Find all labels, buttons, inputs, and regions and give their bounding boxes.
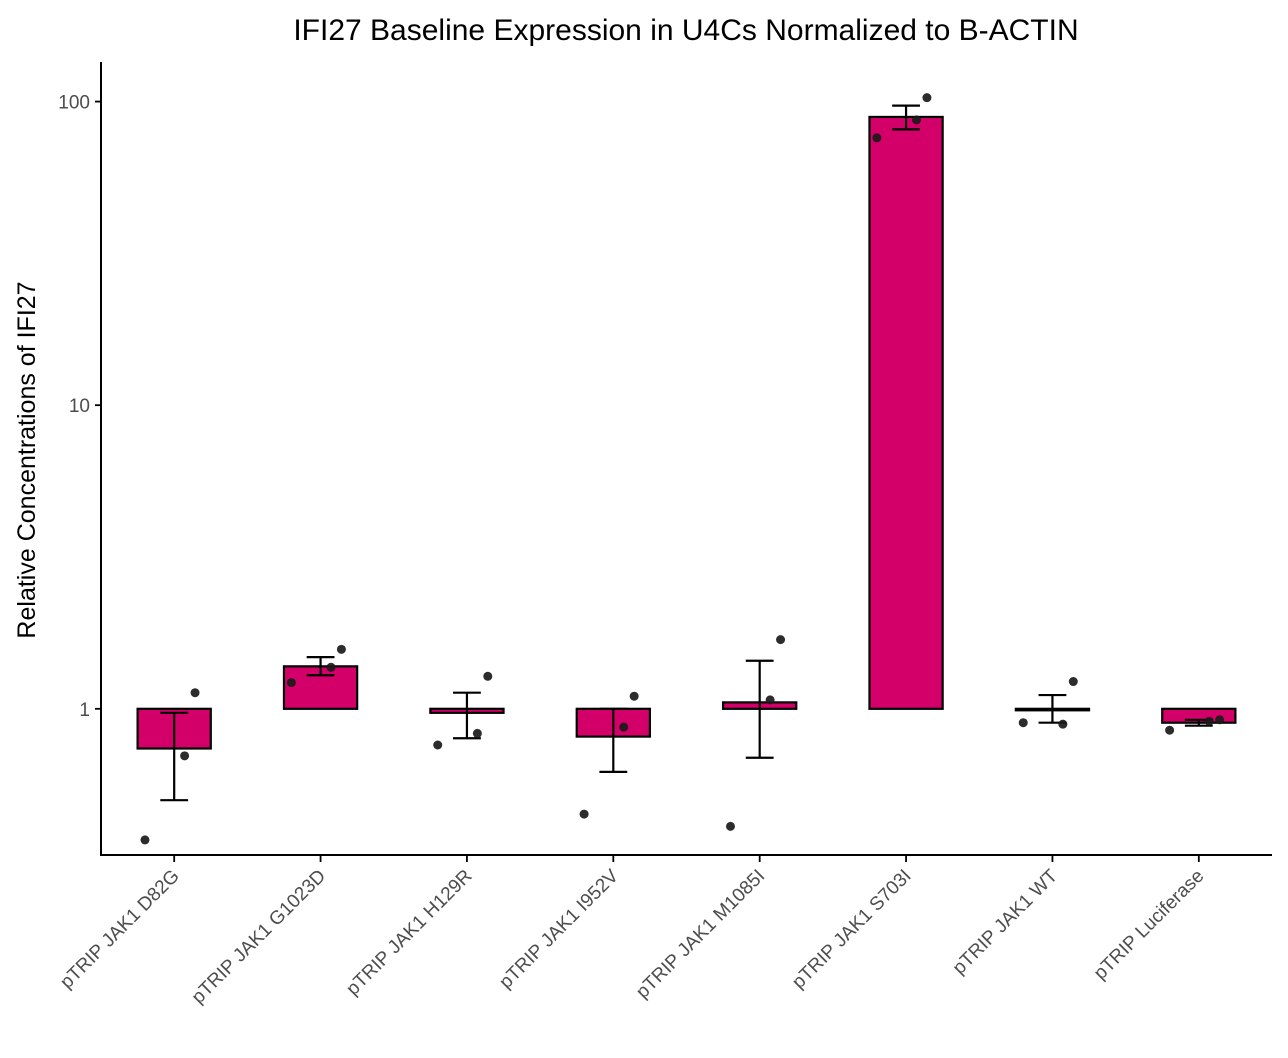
data-point (326, 662, 336, 672)
x-tick-label: pTRIP JAK1 I952V (495, 865, 623, 993)
data-point (1204, 716, 1214, 726)
data-point (483, 671, 493, 681)
data-point (1018, 718, 1028, 728)
data-point (619, 722, 629, 732)
data-point (433, 740, 443, 750)
data-point (180, 751, 190, 761)
y-axis-title: Relative Concentrations of IFI27 (13, 281, 41, 638)
data-point (922, 93, 932, 103)
x-tick-label: pTRIP Luciferase (1090, 866, 1208, 984)
x-tick-label: pTRIP JAK1 M1085I (632, 866, 769, 1003)
x-tick-label: pTRIP JAK1 D82G (56, 866, 183, 993)
data-point (911, 115, 921, 125)
data-point (872, 133, 882, 143)
y-tick-label: 10 (69, 396, 90, 417)
x-tick-label: pTRIP JAK1 WT (949, 865, 1062, 978)
data-point (1165, 725, 1175, 735)
data-point (286, 678, 296, 688)
data-point (472, 728, 482, 738)
x-tick-label: pTRIP JAK1 S703I (788, 866, 915, 993)
data-point (629, 691, 639, 701)
data-point (1215, 715, 1225, 725)
y-tick-label: 100 (58, 93, 90, 114)
data-point (776, 635, 786, 645)
y-tick-label: 1 (79, 700, 90, 721)
data-point (140, 835, 150, 845)
x-tick-label: pTRIP JAK1 H129R (342, 866, 476, 1000)
data-point (336, 644, 346, 654)
data-point (1068, 677, 1078, 687)
bar (868, 115, 944, 710)
chart-title: IFI27 Baseline Expression in U4Cs Normal… (293, 14, 1078, 47)
data-point (765, 695, 775, 705)
data-point (1058, 719, 1068, 729)
data-point (579, 809, 589, 819)
x-tick-label: pTRIP JAK1 G1023D (188, 866, 330, 1008)
data-point (190, 688, 200, 698)
data-point (725, 821, 735, 831)
